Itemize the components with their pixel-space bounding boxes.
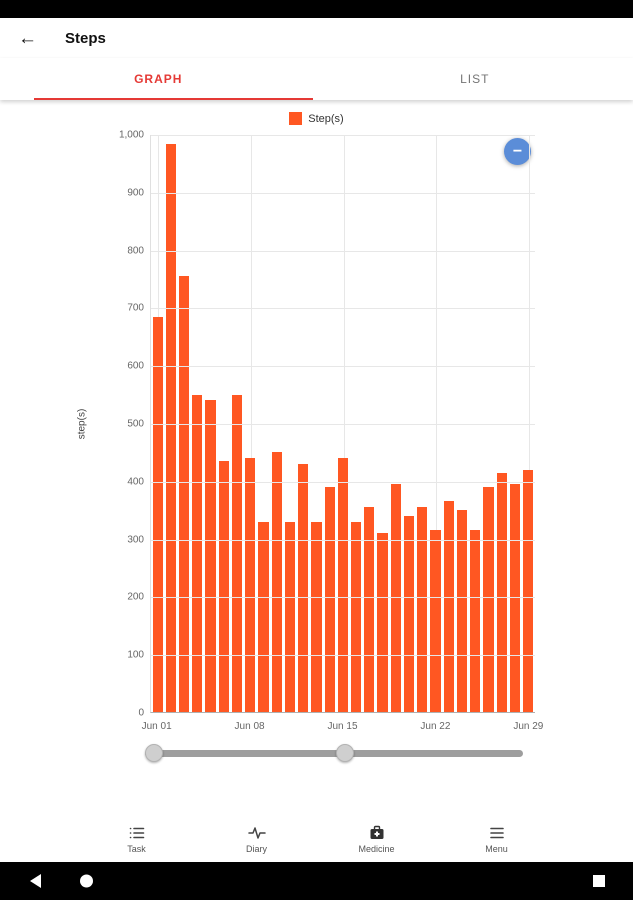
bar-jun-06[interactable] [218, 461, 229, 712]
bar-jun-21[interactable] [417, 507, 428, 712]
bar-jun-09[interactable] [258, 521, 269, 712]
bar-jun-20[interactable] [403, 515, 415, 712]
h-gridline [151, 308, 535, 310]
plot-area [150, 135, 535, 713]
bar-jun-25[interactable] [470, 530, 481, 712]
chart-legend: Step(s) [0, 112, 633, 125]
h-gridline [151, 366, 535, 368]
android-nav-bar [0, 862, 633, 900]
x-tick-label: Jun 15 [327, 721, 358, 732]
bar-jun-23[interactable] [443, 501, 454, 712]
y-tick-label: 0 [138, 707, 144, 719]
x-tick-label: Jun 29 [513, 721, 544, 732]
nav-label-diary: Diary [245, 843, 267, 854]
y-tick-label: 700 [127, 302, 144, 314]
h-gridline [151, 481, 535, 483]
slider-track[interactable] [145, 750, 523, 757]
x-tick-label: Jun 01 [141, 721, 172, 732]
zoom-out-button[interactable]: − [504, 138, 531, 165]
page-title: Steps [65, 29, 106, 47]
y-tick-label: 300 [127, 534, 144, 546]
tab-list[interactable]: LIST [460, 72, 490, 86]
bar-jun-15[interactable] [337, 458, 349, 712]
bar-jun-10[interactable] [271, 452, 282, 712]
h-gridline [151, 135, 535, 136]
y-tick-label: 800 [127, 245, 144, 257]
y-tick-label: 900 [127, 187, 144, 199]
bar-jun-16[interactable] [351, 521, 362, 712]
y-tick-label: 200 [127, 591, 144, 603]
bar-jun-11[interactable] [284, 521, 296, 712]
hamburger-menu-icon [489, 825, 505, 841]
android-recent-icon[interactable] [593, 875, 605, 887]
task-list-icon [129, 825, 145, 841]
slider-handle-right[interactable] [336, 744, 355, 762]
bar-jun-03[interactable] [178, 276, 190, 712]
h-gridline [151, 539, 535, 541]
back-arrow-icon[interactable]: ← [18, 27, 37, 49]
status-bar [0, 0, 633, 18]
waveform-icon [247, 825, 266, 841]
legend-swatch-icon [289, 112, 303, 125]
bar-jun-01[interactable] [152, 316, 163, 712]
medicine-bag-icon [369, 825, 385, 841]
h-gridline [151, 655, 535, 657]
y-tick-label: 1,000 [118, 129, 144, 141]
bar-jun-29[interactable] [523, 469, 534, 712]
nav-item-menu[interactable]: Menu [437, 825, 557, 854]
bar-jun-05[interactable] [205, 400, 216, 712]
bottom-nav-inner: Task Diary Medicine Menu [77, 825, 557, 854]
y-tick-label: 100 [127, 649, 144, 661]
bar-jun-13[interactable] [311, 521, 322, 712]
bar-jun-04[interactable] [192, 394, 203, 712]
bar-jun-22[interactable] [430, 530, 441, 712]
bar-jun-14[interactable] [324, 486, 335, 712]
nav-item-diary[interactable]: Diary [197, 825, 317, 854]
nav-label-medicine: Medicine [358, 843, 395, 854]
nav-item-medicine[interactable]: Medicine [317, 825, 437, 854]
tab-graph[interactable]: GRAPH [0, 58, 317, 100]
h-gridline [151, 250, 535, 252]
android-home-icon[interactable] [80, 874, 93, 888]
range-slider [145, 744, 523, 762]
v-gridline [343, 135, 345, 712]
nav-label-task: Task [127, 843, 146, 854]
slider-handle-left[interactable] [145, 744, 164, 762]
android-back-icon[interactable] [30, 874, 41, 888]
tab-bar: GRAPH LIST [0, 58, 633, 100]
y-tick-label: 500 [127, 418, 144, 430]
app-bar: ← Steps [0, 18, 633, 58]
bar-jun-08[interactable] [245, 458, 256, 712]
nav-item-task[interactable]: Task [77, 825, 197, 854]
h-gridline [151, 192, 535, 194]
legend-label: Step(s) [308, 112, 344, 125]
v-gridline [529, 135, 531, 712]
nav-label-menu: Menu [485, 843, 508, 854]
y-tick-label: 600 [127, 360, 144, 372]
h-gridline [151, 424, 535, 425]
y-axis-title: step(s) [76, 408, 88, 440]
v-gridline [436, 135, 438, 712]
h-gridline [151, 597, 535, 599]
bar-jun-27[interactable] [496, 472, 507, 712]
v-gridline [250, 135, 252, 712]
x-tick-label: Jun 08 [234, 721, 265, 732]
y-tick-label: 400 [127, 476, 144, 488]
bar-jun-17[interactable] [364, 507, 375, 712]
bottom-nav: Task Diary Medicine Menu [0, 816, 633, 862]
x-tick-label: Jun 22 [420, 721, 451, 732]
bar-jun-12[interactable] [298, 463, 309, 712]
bar-jun-26[interactable] [483, 486, 494, 712]
chart-area: Step(s) − step(s) 1,000 900 800 700 600 500 40… [0, 100, 633, 762]
bar-jun-02[interactable] [165, 143, 176, 712]
bar-jun-24[interactable] [456, 510, 468, 712]
bar-jun-18[interactable] [377, 533, 388, 712]
bar-jun-07[interactable] [231, 394, 243, 712]
